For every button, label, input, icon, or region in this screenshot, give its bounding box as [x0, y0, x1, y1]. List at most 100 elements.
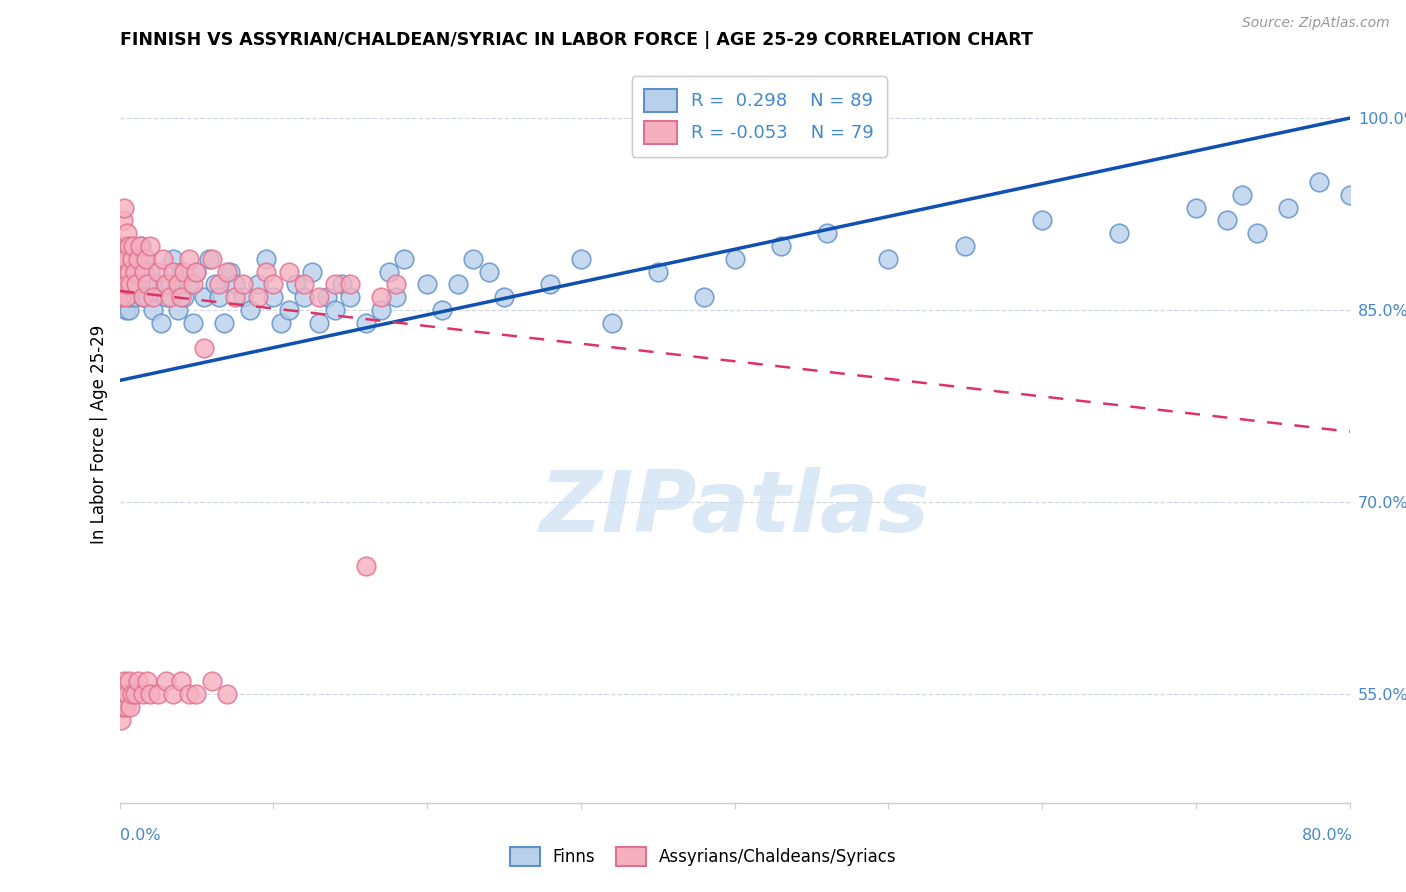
- Point: [1308, 175, 1330, 189]
- Point: [132, 252, 156, 266]
- Point: [112, 239, 135, 253]
- Point: [270, 316, 292, 330]
- Point: [155, 674, 177, 689]
- Point: [114, 265, 136, 279]
- Text: 0.0%: 0.0%: [120, 828, 160, 843]
- Point: [111, 213, 134, 227]
- Point: [301, 265, 323, 279]
- Point: [114, 699, 136, 714]
- Point: [432, 303, 454, 318]
- Point: [277, 265, 299, 279]
- Point: [139, 265, 162, 279]
- Point: [120, 277, 142, 292]
- Point: [385, 290, 408, 304]
- Point: [183, 316, 205, 330]
- Point: [392, 252, 415, 266]
- Point: [955, 239, 977, 253]
- Point: [354, 316, 377, 330]
- Point: [121, 687, 143, 701]
- Point: [125, 277, 148, 292]
- Point: [186, 687, 208, 701]
- Point: [208, 290, 231, 304]
- Point: [124, 265, 146, 279]
- Point: [170, 290, 193, 304]
- Point: [1031, 213, 1053, 227]
- Point: [110, 290, 132, 304]
- Point: [173, 290, 195, 304]
- Point: [139, 239, 162, 253]
- Point: [231, 277, 254, 292]
- Point: [177, 687, 200, 701]
- Point: [769, 239, 792, 253]
- Point: [136, 290, 159, 304]
- Legend: R =  0.298    N = 89, R = -0.053    N = 79: R = 0.298 N = 89, R = -0.053 N = 79: [631, 76, 887, 157]
- Point: [112, 674, 135, 689]
- Point: [492, 290, 515, 304]
- Point: [385, 277, 408, 292]
- Point: [139, 687, 162, 701]
- Point: [110, 699, 132, 714]
- Point: [212, 316, 235, 330]
- Point: [262, 290, 284, 304]
- Point: [136, 277, 159, 292]
- Text: ZIPatlas: ZIPatlas: [540, 467, 929, 550]
- Point: [204, 277, 226, 292]
- Point: [1215, 213, 1237, 227]
- Point: [114, 290, 136, 304]
- Point: [150, 316, 173, 330]
- Point: [121, 277, 143, 292]
- Point: [173, 265, 195, 279]
- Point: [124, 290, 146, 304]
- Point: [1277, 201, 1299, 215]
- Point: [127, 265, 149, 279]
- Point: [186, 265, 208, 279]
- Point: [219, 265, 242, 279]
- Point: [246, 277, 269, 292]
- Point: [162, 265, 184, 279]
- Point: [569, 252, 592, 266]
- Text: FINNISH VS ASSYRIAN/CHALDEAN/SYRIAC IN LABOR FORCE | AGE 25-29 CORRELATION CHART: FINNISH VS ASSYRIAN/CHALDEAN/SYRIAC IN L…: [120, 31, 1032, 49]
- Y-axis label: In Labor Force | Age 25-29: In Labor Force | Age 25-29: [90, 326, 108, 544]
- Point: [112, 252, 135, 266]
- Point: [1246, 227, 1268, 241]
- Point: [308, 290, 330, 304]
- Point: [186, 265, 208, 279]
- Point: [1230, 187, 1253, 202]
- Point: [142, 290, 165, 304]
- Point: [111, 687, 134, 701]
- Point: [246, 290, 269, 304]
- Point: [1400, 149, 1406, 163]
- Point: [323, 303, 346, 318]
- Point: [231, 290, 254, 304]
- Point: [112, 687, 135, 701]
- Point: [121, 252, 143, 266]
- Point: [128, 277, 150, 292]
- Point: [112, 265, 135, 279]
- Point: [127, 674, 149, 689]
- Point: [159, 277, 181, 292]
- Text: 80.0%: 80.0%: [1302, 828, 1353, 843]
- Point: [118, 674, 141, 689]
- Point: [332, 277, 354, 292]
- Point: [370, 290, 392, 304]
- Point: [277, 303, 299, 318]
- Point: [463, 252, 485, 266]
- Point: [170, 265, 193, 279]
- Point: [127, 252, 149, 266]
- Point: [292, 290, 315, 304]
- Point: [316, 290, 339, 304]
- Point: [155, 290, 177, 304]
- Point: [323, 277, 346, 292]
- Point: [170, 674, 193, 689]
- Point: [118, 303, 141, 318]
- Point: [155, 277, 177, 292]
- Text: Source: ZipAtlas.com: Source: ZipAtlas.com: [1241, 16, 1389, 30]
- Point: [339, 277, 361, 292]
- Point: [308, 316, 330, 330]
- Point: [224, 277, 246, 292]
- Point: [135, 252, 157, 266]
- Point: [477, 265, 501, 279]
- Point: [177, 277, 200, 292]
- Point: [115, 227, 138, 241]
- Point: [115, 277, 138, 292]
